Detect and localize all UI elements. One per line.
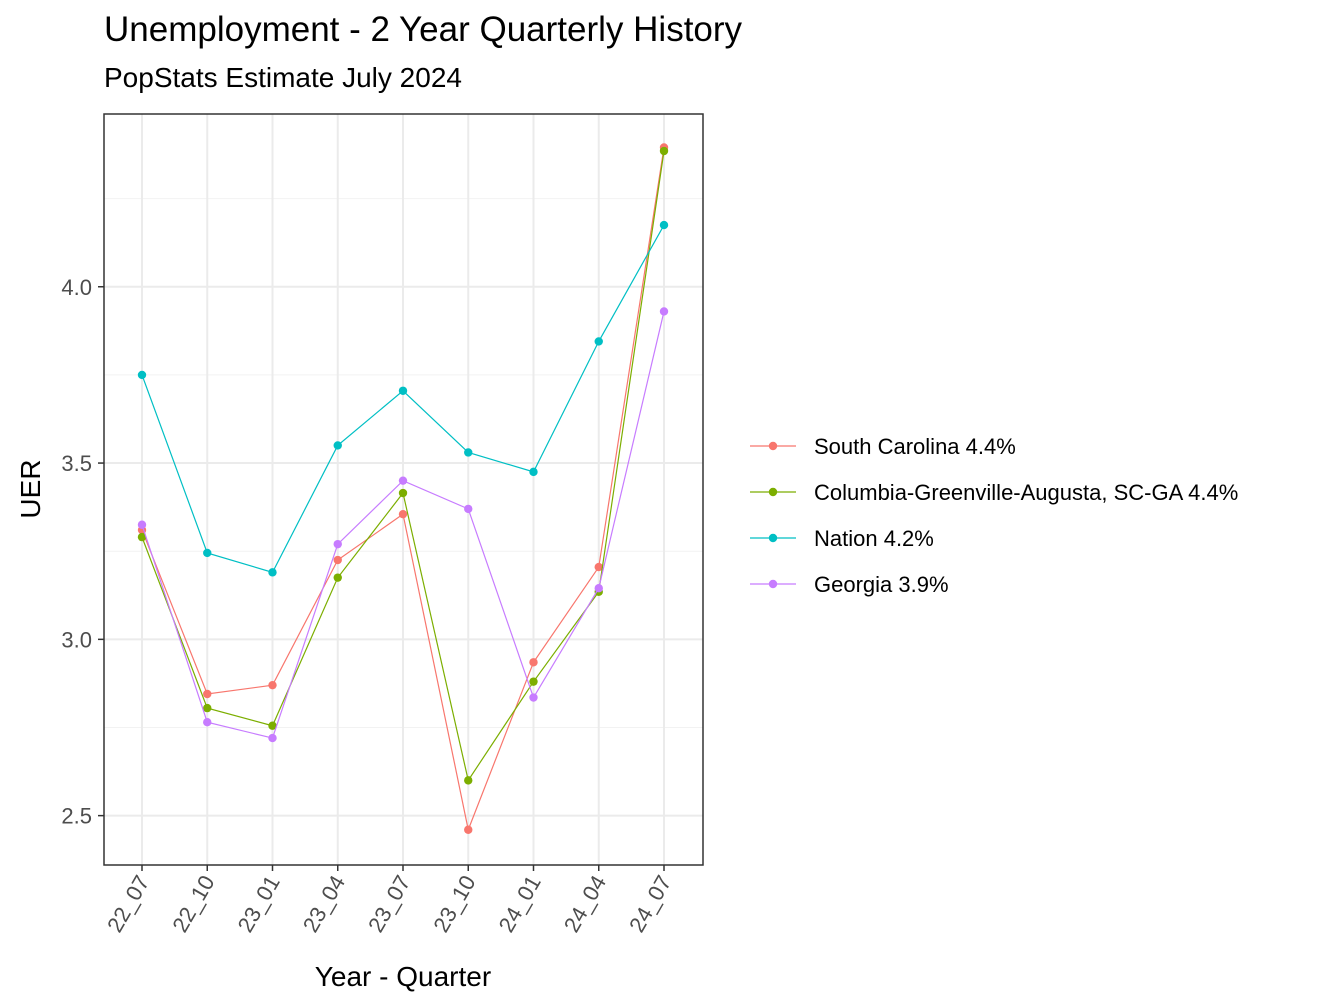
legend: South Carolina 4.4% Columbia-Greenville-A… (750, 434, 1238, 597)
x-tick-label: 23_10 (428, 871, 480, 936)
data-point (333, 539, 342, 549)
data-point (137, 370, 147, 380)
legend-key-point (768, 441, 778, 451)
chart-subtitle: PopStats Estimate July 2024 (104, 62, 462, 93)
data-point (398, 509, 408, 519)
data-point (137, 520, 147, 529)
data-point (464, 776, 473, 785)
data-point (594, 337, 603, 346)
legend-label: Columbia-Greenville-Augusta, SC-GA 4.4% (814, 480, 1238, 505)
grid-lines (104, 114, 703, 865)
data-point (268, 721, 277, 730)
data-point (594, 562, 603, 572)
data-point (594, 584, 603, 593)
data-point (137, 532, 147, 542)
data-point (398, 386, 408, 395)
chart-title: Unemployment - 2 Year Quarterly History (104, 10, 743, 49)
data-point (464, 825, 473, 834)
data-point (464, 504, 473, 514)
data-point (529, 677, 538, 686)
data-point (398, 476, 408, 485)
data-point (659, 220, 669, 230)
legend-label: Nation 4.2% (814, 526, 934, 551)
data-point (203, 689, 212, 699)
x-tick-label: 23_07 (363, 871, 415, 936)
legend-label: Georgia 3.9% (814, 572, 949, 597)
y-axis-title: UER (15, 459, 46, 518)
data-point (464, 448, 473, 457)
x-tick-label: 23_04 (298, 871, 350, 936)
x-axis-title: Year - Quarter (315, 961, 491, 992)
x-tick-label: 24_07 (624, 871, 676, 936)
data-point (333, 573, 342, 582)
data-point (268, 680, 277, 690)
x-tick-label: 24_01 (494, 871, 546, 936)
legend-key-point (768, 579, 778, 589)
y-tick-label: 4.0 (61, 275, 92, 300)
data-point (659, 146, 669, 156)
data-point (529, 658, 538, 667)
legend-key-point (768, 487, 778, 497)
y-tick-label: 3.0 (61, 627, 92, 652)
data-point (333, 555, 342, 565)
series-layer (137, 143, 669, 834)
data-point (203, 703, 212, 713)
legend-key-point (768, 533, 778, 543)
data-point (203, 548, 212, 558)
x-tick-label: 24_04 (559, 871, 611, 936)
data-point (333, 441, 342, 450)
y-tick-label: 3.5 (61, 451, 92, 476)
x-tick-label: 22_10 (167, 871, 219, 936)
data-point (529, 693, 538, 702)
data-point (659, 307, 669, 316)
legend-label: South Carolina 4.4% (814, 434, 1016, 459)
x-tick-label: 22_07 (102, 871, 154, 936)
data-point (268, 733, 277, 743)
data-point (203, 718, 212, 727)
data-point (268, 568, 277, 577)
data-point (398, 488, 408, 498)
data-point (529, 467, 538, 477)
x-tick-label: 23_01 (233, 871, 285, 936)
y-tick-label: 2.5 (61, 804, 92, 829)
